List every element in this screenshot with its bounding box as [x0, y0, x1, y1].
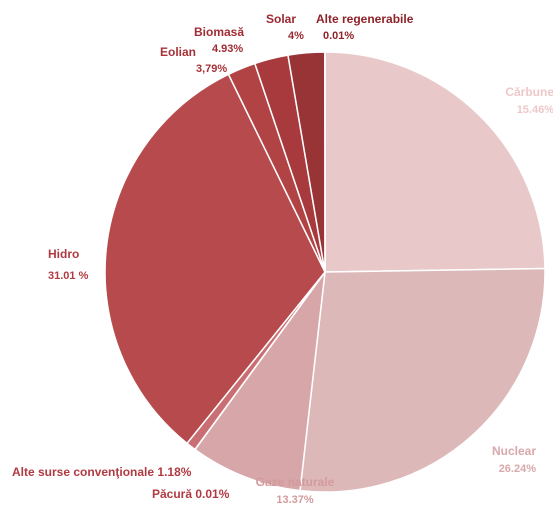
- slice-value-6: 3,79%: [196, 63, 227, 75]
- slice-value-1: 26.24%: [499, 463, 537, 475]
- slice-value-7: 4.93%: [212, 43, 243, 55]
- slice-name-4: Alte surse convenţionale: [12, 465, 157, 479]
- slice-value-0: 15.46%: [517, 104, 553, 116]
- slice-value-8: 4%: [288, 30, 304, 42]
- slice-label-3: Păcură 0.01%: [152, 487, 230, 501]
- slice-name-0: Cărbune: [505, 85, 553, 99]
- slice-name-5: Hidro: [48, 247, 79, 261]
- slice-name-2: Gaze naturale: [256, 475, 335, 489]
- slice-name-9: Alte regenerabile: [316, 12, 414, 26]
- pie-slice-1: [299, 267, 546, 493]
- pie-slice-5: [104, 73, 326, 445]
- slice-value-9: 0.01%: [323, 30, 354, 42]
- slice-value-3: 0.01%: [195, 487, 229, 501]
- slice-name-1: Nuclear: [492, 444, 536, 458]
- slice-name-7: Biomasă: [194, 25, 244, 39]
- slice-name-8: Solar: [266, 12, 296, 26]
- slice-value-5: 31.01 %: [48, 270, 89, 282]
- slice-name-3: Păcură: [152, 487, 195, 501]
- slice-value-2: 13.37%: [276, 494, 314, 506]
- pie-slice-0: [324, 51, 546, 273]
- slice-name-6: Eolian: [160, 45, 196, 59]
- pie-slice-2: [193, 269, 327, 492]
- slice-value-4: 1.18%: [157, 465, 191, 479]
- slice-label-4: Alte surse convenţionale 1.18%: [12, 465, 192, 479]
